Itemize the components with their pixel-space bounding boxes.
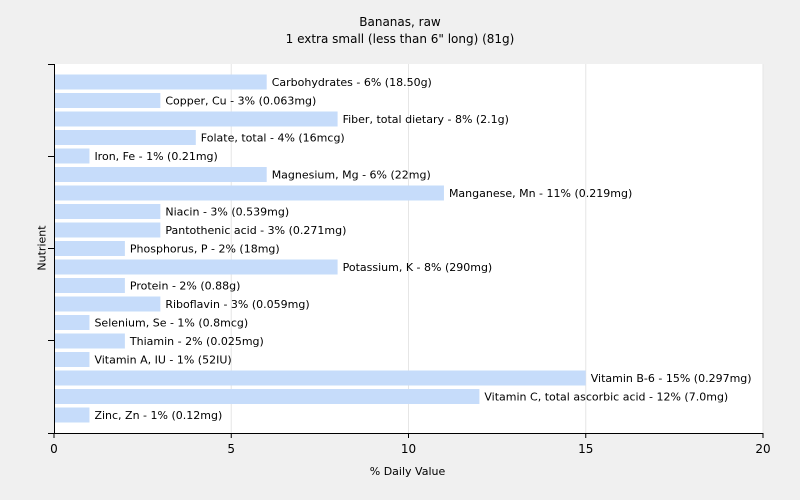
bar-label: Carbohydrates - 6% (18.50g) [272,76,432,89]
bar-label: Manganese, Mn - 11% (0.219mg) [449,187,632,200]
bar-label: Phosphorus, P - 2% (18mg) [130,243,280,256]
bar-label: Niacin - 3% (0.539mg) [165,206,289,219]
bar [55,407,90,423]
bar-label: Protein - 2% (0.88g) [130,280,241,293]
bar-label: Pantothenic acid - 3% (0.271mg) [165,224,346,237]
bar-label: Iron, Fe - 1% (0.21mg) [94,150,217,163]
bar-label: Riboflavin - 3% (0.059mg) [165,298,309,311]
x-tick-label: 10 [401,442,416,456]
bar [55,352,90,367]
bar-label: Magnesium, Mg - 6% (22mg) [272,169,431,182]
x-tick-label: 0 [50,442,58,456]
bar [55,74,267,90]
bar-label: Zinc, Zn - 1% (0.12mg) [94,409,222,422]
bar-label: Potassium, K - 8% (290mg) [343,261,493,274]
bar [55,278,125,293]
bar [55,130,196,145]
bar [55,259,338,275]
bar-label: Thiamin - 2% (0.025mg) [129,335,264,348]
bar-label: Vitamin B-6 - 15% (0.297mg) [591,372,752,385]
y-axis-label: Nutrient [35,225,49,271]
bar [55,111,338,127]
x-tick-label: 15 [578,442,593,456]
bar [55,148,90,164]
x-tick-label: 20 [755,442,770,456]
bar-label: Copper, Cu - 3% (0.063mg) [165,95,316,108]
bar [55,167,267,182]
bar [55,93,161,108]
x-tick-label: 5 [227,442,235,456]
chart-title: Bananas, raw [359,15,441,29]
bar [55,185,444,201]
bar-label: Folate, total - 4% (16mcg) [201,132,345,145]
bar [55,333,125,349]
bar [55,370,586,386]
bar-label: Vitamin A, IU - 1% (52IU) [94,354,231,367]
x-axis-label: % Daily Value [369,465,446,478]
bar [55,296,161,312]
bar [55,241,125,256]
bar [55,222,161,238]
bar-label: Fiber, total dietary - 8% (2.1g) [343,113,509,126]
chart-subtitle: 1 extra small (less than 6" long) (81g) [285,32,515,46]
bar [55,389,480,404]
bar [55,204,161,219]
bar [55,315,90,330]
bar-label: Vitamin C, total ascorbic acid - 12% (7.… [484,391,728,404]
bar-label: Selenium, Se - 1% (0.8mcg) [94,317,248,330]
